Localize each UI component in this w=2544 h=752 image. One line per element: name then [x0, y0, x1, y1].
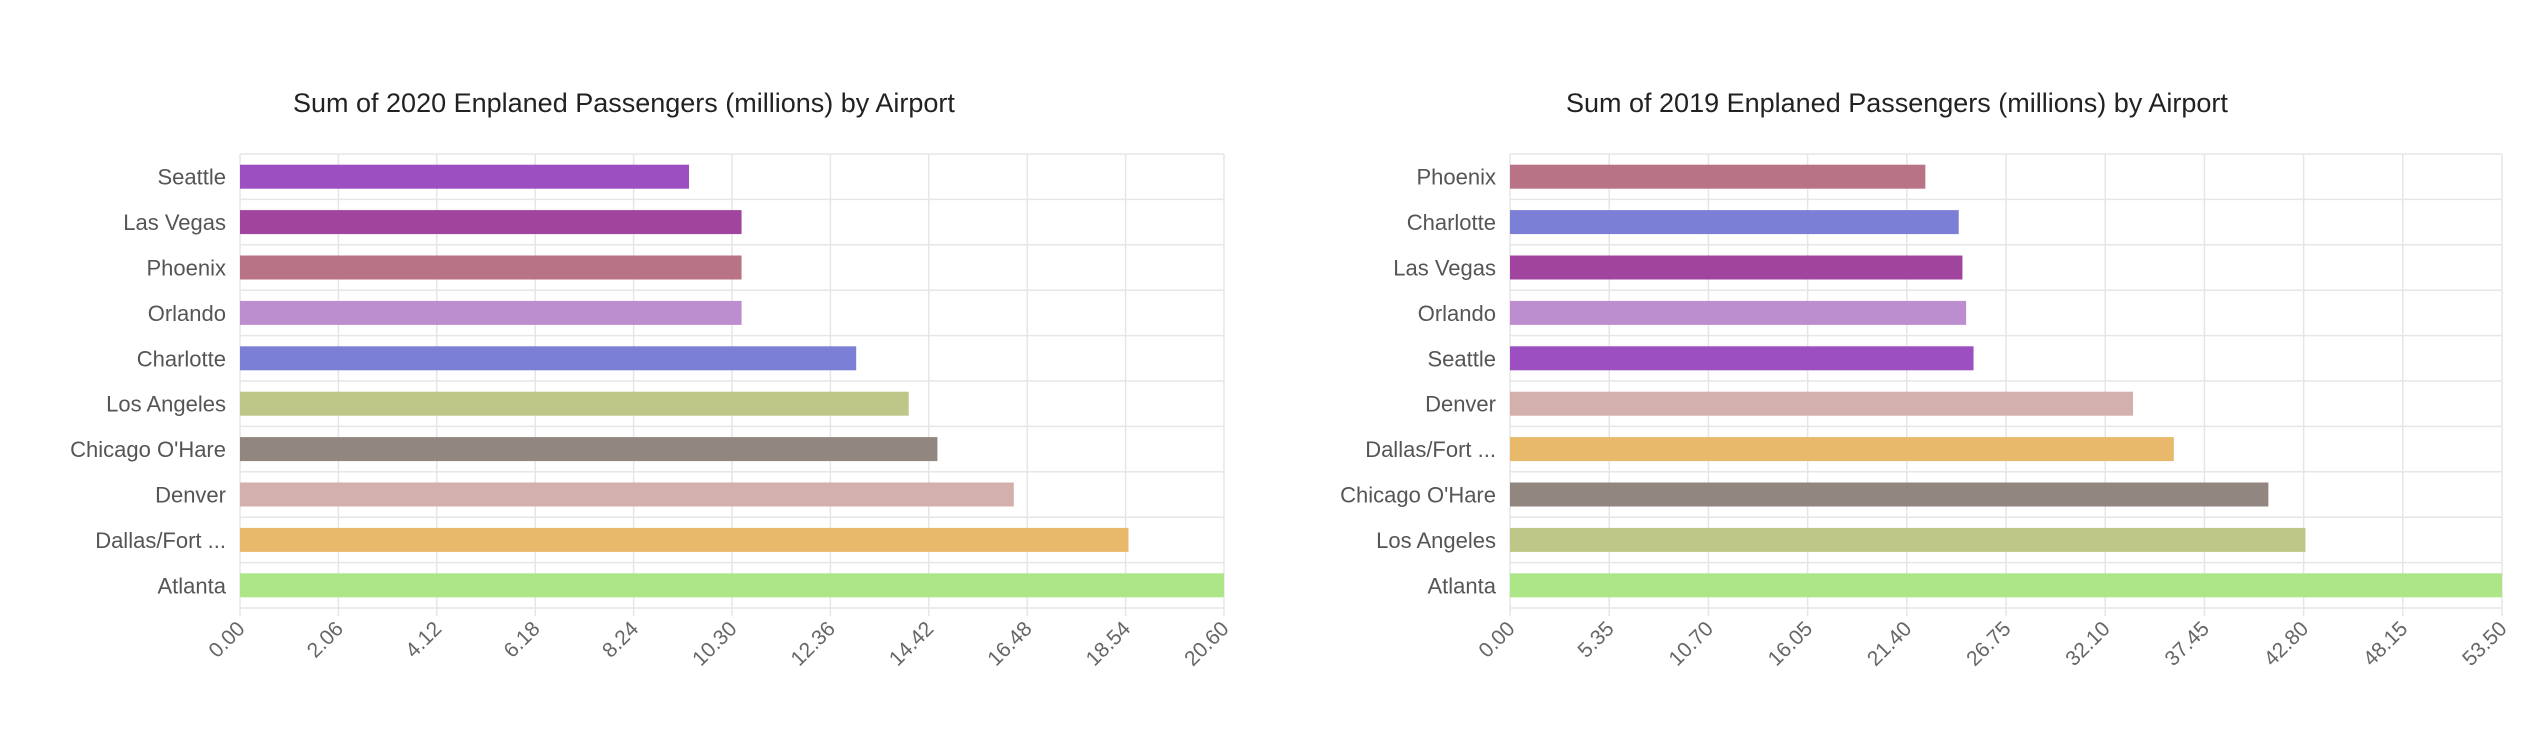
x-tick-label: 2.06 — [303, 617, 348, 662]
category-label: Chicago O'Hare — [1340, 483, 1496, 508]
bar — [240, 527, 1129, 552]
bar — [240, 255, 742, 280]
bar — [1510, 573, 2502, 598]
x-tick-label: 10.70 — [1665, 617, 1718, 670]
category-label: Dallas/Fort ... — [1365, 437, 1496, 462]
x-tick-label: 16.05 — [1764, 617, 1817, 670]
category-label: Charlotte — [1407, 210, 1496, 235]
bar — [240, 437, 938, 462]
x-tick-label: 14.42 — [885, 617, 938, 670]
x-tick-label: 26.75 — [1962, 617, 2015, 670]
bar — [1510, 300, 1967, 325]
category-label: Las Vegas — [1393, 256, 1496, 281]
bar — [240, 482, 1014, 507]
bar — [240, 573, 1224, 598]
bar-plot-2019: Phoenix Charlotte Las Vegas Orlando Seattle D… — [1340, 153, 2512, 671]
category-label: Orlando — [1418, 301, 1496, 326]
category-label: Orlando — [148, 301, 226, 326]
bar — [1510, 210, 1959, 235]
x-tick-label: 16.48 — [983, 617, 1036, 670]
bar — [240, 210, 742, 235]
x-tick-label: 18.54 — [1082, 617, 1136, 671]
x-tick-label: 37.45 — [2161, 617, 2214, 670]
category-label: Charlotte — [137, 346, 226, 371]
bar — [1510, 164, 1926, 189]
category-label: Dallas/Fort ... — [95, 528, 226, 553]
x-tick-label: 0.00 — [204, 617, 249, 662]
x-tick-label: 53.50 — [2458, 617, 2511, 670]
bar — [240, 164, 690, 189]
chart-title: Sum of 2019 Enplaned Passengers (million… — [1566, 88, 2228, 118]
x-tick-label: 12.36 — [787, 617, 840, 670]
category-label: Seattle — [158, 165, 227, 190]
category-label: Las Vegas — [123, 210, 226, 235]
x-tick-label: 10.30 — [688, 617, 741, 670]
x-tick-label: 20.60 — [1180, 617, 1233, 670]
category-label: Phoenix — [146, 256, 226, 281]
category-label: Denver — [1425, 392, 1496, 417]
x-tick-label: 8.24 — [598, 617, 643, 662]
bar — [1510, 527, 2306, 552]
category-label: Phoenix — [1416, 165, 1496, 190]
bar — [240, 391, 909, 416]
bar-plot-2020: Seattle Las Vegas Phoenix Orlando Charlotte L… — [70, 153, 1234, 671]
bar — [240, 346, 857, 371]
category-label: Los Angeles — [1376, 528, 1496, 553]
x-tick-label: 6.18 — [500, 617, 545, 662]
x-tick-label: 4.12 — [401, 617, 446, 662]
x-tick-label: 48.15 — [2359, 617, 2412, 670]
category-label: Seattle — [1428, 346, 1497, 371]
x-tick-label: 21.40 — [1863, 617, 1916, 670]
x-tick-label: 42.80 — [2260, 617, 2313, 670]
x-tick-label: 5.35 — [1574, 617, 1619, 662]
bar — [1510, 482, 2269, 507]
category-label: Chicago O'Hare — [70, 437, 226, 462]
x-tick-label: 32.10 — [2061, 617, 2114, 670]
bar — [1510, 346, 1974, 371]
x-tick-label: 0.00 — [1474, 617, 1519, 662]
passengers-2019-chart: Sum of 2019 Enplaned Passengers (million… — [1272, 0, 2544, 752]
category-label: Atlanta — [1428, 573, 1497, 598]
category-label: Atlanta — [158, 573, 227, 598]
category-label: Los Angeles — [106, 392, 226, 417]
bar — [240, 300, 742, 325]
bar — [1510, 391, 2134, 416]
bar — [1510, 255, 1963, 280]
chart-title: Sum of 2020 Enplaned Passengers (million… — [293, 88, 955, 118]
bar — [1510, 437, 2174, 462]
passengers-2020-chart: Sum of 2020 Enplaned Passengers (million… — [70, 88, 1234, 671]
category-label: Denver — [155, 483, 226, 508]
